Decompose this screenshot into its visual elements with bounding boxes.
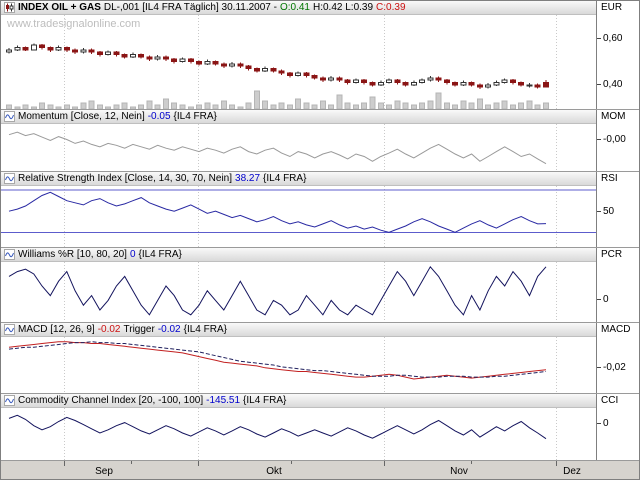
wave-icon <box>4 249 15 260</box>
indicator-suffix: {IL4 FRA} <box>173 111 217 122</box>
wave-icon <box>4 173 15 184</box>
rsi-panel: Relative Strength Index [Close, 14, 30, … <box>1 172 596 247</box>
price-value-axis[interactable]: EUR 0,60 0,40 <box>596 1 639 109</box>
williams-chart-svg <box>8 262 557 322</box>
axis-unit-label: RSI <box>601 173 618 184</box>
time-axis-minor-tick <box>471 461 472 464</box>
indicator-value: 0 <box>129 249 136 260</box>
rsi-chart-plot[interactable] <box>1 186 596 247</box>
cci-chart-plot[interactable] <box>1 408 596 460</box>
time-axis-major-tick <box>384 461 385 466</box>
rsi-panel-row: Relative Strength Index [Close, 14, 30, … <box>1 172 639 248</box>
candlestick-icon <box>4 2 15 13</box>
indicator-title: Relative Strength Index [Close, 14, 30, … <box>18 173 233 184</box>
indicator-title: Commodity Channel Index [20, -100, 100] <box>18 395 204 406</box>
price-panel: INDEX OIL + GAS DL-,001 [IL4 FRA Täglich… <box>1 1 596 109</box>
rsi-value-axis[interactable]: RSI 50 <box>596 172 639 247</box>
momentum-value-axis[interactable]: MOM -0,00 <box>596 110 639 171</box>
axis-unit-label: MACD <box>601 324 631 335</box>
momentum-chart-svg <box>8 124 557 171</box>
cci-panel: Commodity Channel Index [20, -100, 100] … <box>1 394 596 460</box>
time-axis[interactable]: Sep Okt Nov Dez <box>1 461 639 479</box>
month-label: Okt <box>266 466 282 477</box>
williams-value-axis[interactable]: PCR 0 <box>596 248 639 322</box>
axis-tick-label: 50 <box>597 206 614 217</box>
axis-unit-label: PCR <box>601 249 623 260</box>
axis-unit-label: EUR <box>601 2 623 13</box>
williams-panel-row: Williams %R [10, 80, 20] 0 {IL4 FRA} PCR… <box>1 248 639 323</box>
time-axis-major-tick <box>556 461 557 466</box>
indicator-suffix: {IL4 FRA} <box>183 324 227 335</box>
williams-panel-header[interactable]: Williams %R [10, 80, 20] 0 {IL4 FRA} <box>1 248 596 262</box>
indicator-title: Momentum [Close, 12, Nein] <box>18 111 145 122</box>
time-axis-major-tick <box>64 461 65 466</box>
time-axis-major-tick <box>198 461 199 466</box>
axis-tick-label: 0,40 <box>597 79 622 90</box>
indicator-suffix: {IL4 FRA} <box>243 395 287 406</box>
month-label: Nov <box>450 466 468 477</box>
month-label: Dez <box>563 466 581 477</box>
momentum-panel-row: Momentum [Close, 12, Nein] -0.05 {IL4 FR… <box>1 110 639 172</box>
macd-chart-plot[interactable] <box>1 337 596 393</box>
time-axis-minor-tick <box>291 461 292 464</box>
rsi-panel-header[interactable]: Relative Strength Index [Close, 14, 30, … <box>1 172 596 186</box>
cci-value-axis[interactable]: CCI 0 <box>596 394 639 460</box>
axis-tick-label: -0,00 <box>597 134 626 145</box>
cci-panel-header[interactable]: Commodity Channel Index [20, -100, 100] … <box>1 394 596 408</box>
cci-panel-row: Commodity Channel Index [20, -100, 100] … <box>1 394 639 461</box>
axis-tick-label: 0 <box>597 418 609 429</box>
macd-panel: MACD [12, 26, 9] -0.02 Trigger -0.02 {IL… <box>1 323 596 393</box>
trigger-value: -0.02 <box>157 324 181 335</box>
macd-value-axis[interactable]: MACD -0,02 <box>596 323 639 393</box>
open-value: O:0.41 <box>279 2 310 13</box>
axis-tick-label: -0,02 <box>597 362 626 373</box>
wave-icon <box>4 324 15 335</box>
axis-unit-label: CCI <box>601 395 619 406</box>
indicator-suffix: {IL4 FRA} <box>263 173 307 184</box>
axis-tick-label: 0,60 <box>597 33 622 44</box>
price-panel-header[interactable]: INDEX OIL + GAS DL-,001 [IL4 FRA Täglich… <box>1 1 596 15</box>
wave-icon <box>4 395 15 406</box>
month-label: Sep <box>95 466 113 477</box>
trigger-label: Trigger <box>123 324 155 335</box>
axis-tick-label: 0 <box>597 294 609 305</box>
wave-icon <box>4 111 15 122</box>
momentum-panel: Momentum [Close, 12, Nein] -0.05 {IL4 FR… <box>1 110 596 171</box>
indicator-suffix: {IL4 FRA} <box>138 249 182 260</box>
price-chart-plot[interactable]: www.tradesignalonline.com <box>1 15 596 109</box>
indicator-value: -145.51 <box>206 395 241 406</box>
macd-value: -0.02 <box>97 324 121 335</box>
macd-panel-header[interactable]: MACD [12, 26, 9] -0.02 Trigger -0.02 {IL… <box>1 323 596 337</box>
williams-panel: Williams %R [10, 80, 20] 0 {IL4 FRA} <box>1 248 596 322</box>
indicator-value: 38.27 <box>235 173 261 184</box>
high-low-values: H:0.42 L:0.39 <box>313 2 374 13</box>
momentum-panel-header[interactable]: Momentum [Close, 12, Nein] -0.05 {IL4 FR… <box>1 110 596 124</box>
rsi-chart-svg <box>1 186 596 247</box>
macd-chart-svg <box>8 337 557 393</box>
momentum-chart-plot[interactable] <box>1 124 596 171</box>
close-value: C:0.39 <box>376 2 406 13</box>
indicator-title: Williams %R [10, 80, 20] <box>18 249 127 260</box>
axis-unit-label: MOM <box>601 111 626 122</box>
watermark: www.tradesignalonline.com <box>7 18 141 30</box>
price-panel-row: INDEX OIL + GAS DL-,001 [IL4 FRA Täglich… <box>1 1 639 110</box>
instrument-name: INDEX OIL + GAS <box>18 2 101 13</box>
williams-chart-plot[interactable] <box>1 262 596 322</box>
indicator-title: MACD [12, 26, 9] <box>18 324 95 335</box>
time-axis-minor-tick <box>131 461 132 464</box>
price-chart-svg <box>6 15 557 109</box>
indicator-value: -0.05 <box>147 111 171 122</box>
macd-panel-row: MACD [12, 26, 9] -0.02 Trigger -0.02 {IL… <box>1 323 639 394</box>
cci-chart-svg <box>8 408 557 460</box>
instrument-details: DL-,001 [IL4 FRA Täglich] 30.11.2007 - <box>103 2 277 13</box>
